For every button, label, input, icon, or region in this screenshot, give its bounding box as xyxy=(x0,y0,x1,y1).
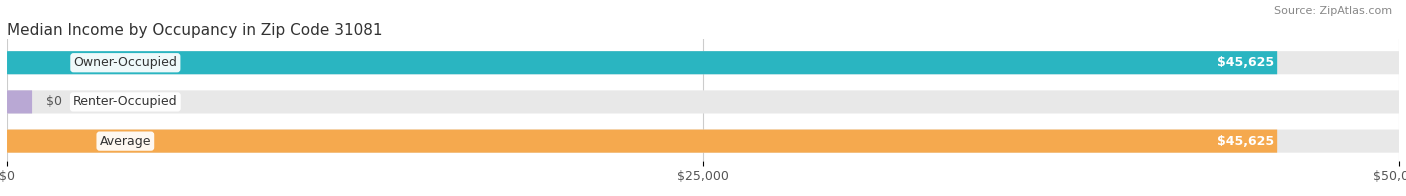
Text: $0: $0 xyxy=(46,95,62,108)
Text: Average: Average xyxy=(100,135,150,148)
FancyBboxPatch shape xyxy=(7,130,1277,153)
Text: $45,625: $45,625 xyxy=(1218,135,1274,148)
FancyBboxPatch shape xyxy=(7,90,32,113)
Text: Source: ZipAtlas.com: Source: ZipAtlas.com xyxy=(1274,6,1392,16)
Text: Renter-Occupied: Renter-Occupied xyxy=(73,95,177,108)
Text: Owner-Occupied: Owner-Occupied xyxy=(73,56,177,69)
Text: Median Income by Occupancy in Zip Code 31081: Median Income by Occupancy in Zip Code 3… xyxy=(7,23,382,38)
FancyBboxPatch shape xyxy=(7,130,1399,153)
Text: $45,625: $45,625 xyxy=(1218,56,1274,69)
FancyBboxPatch shape xyxy=(7,51,1399,74)
FancyBboxPatch shape xyxy=(7,51,1277,74)
FancyBboxPatch shape xyxy=(7,90,1399,113)
